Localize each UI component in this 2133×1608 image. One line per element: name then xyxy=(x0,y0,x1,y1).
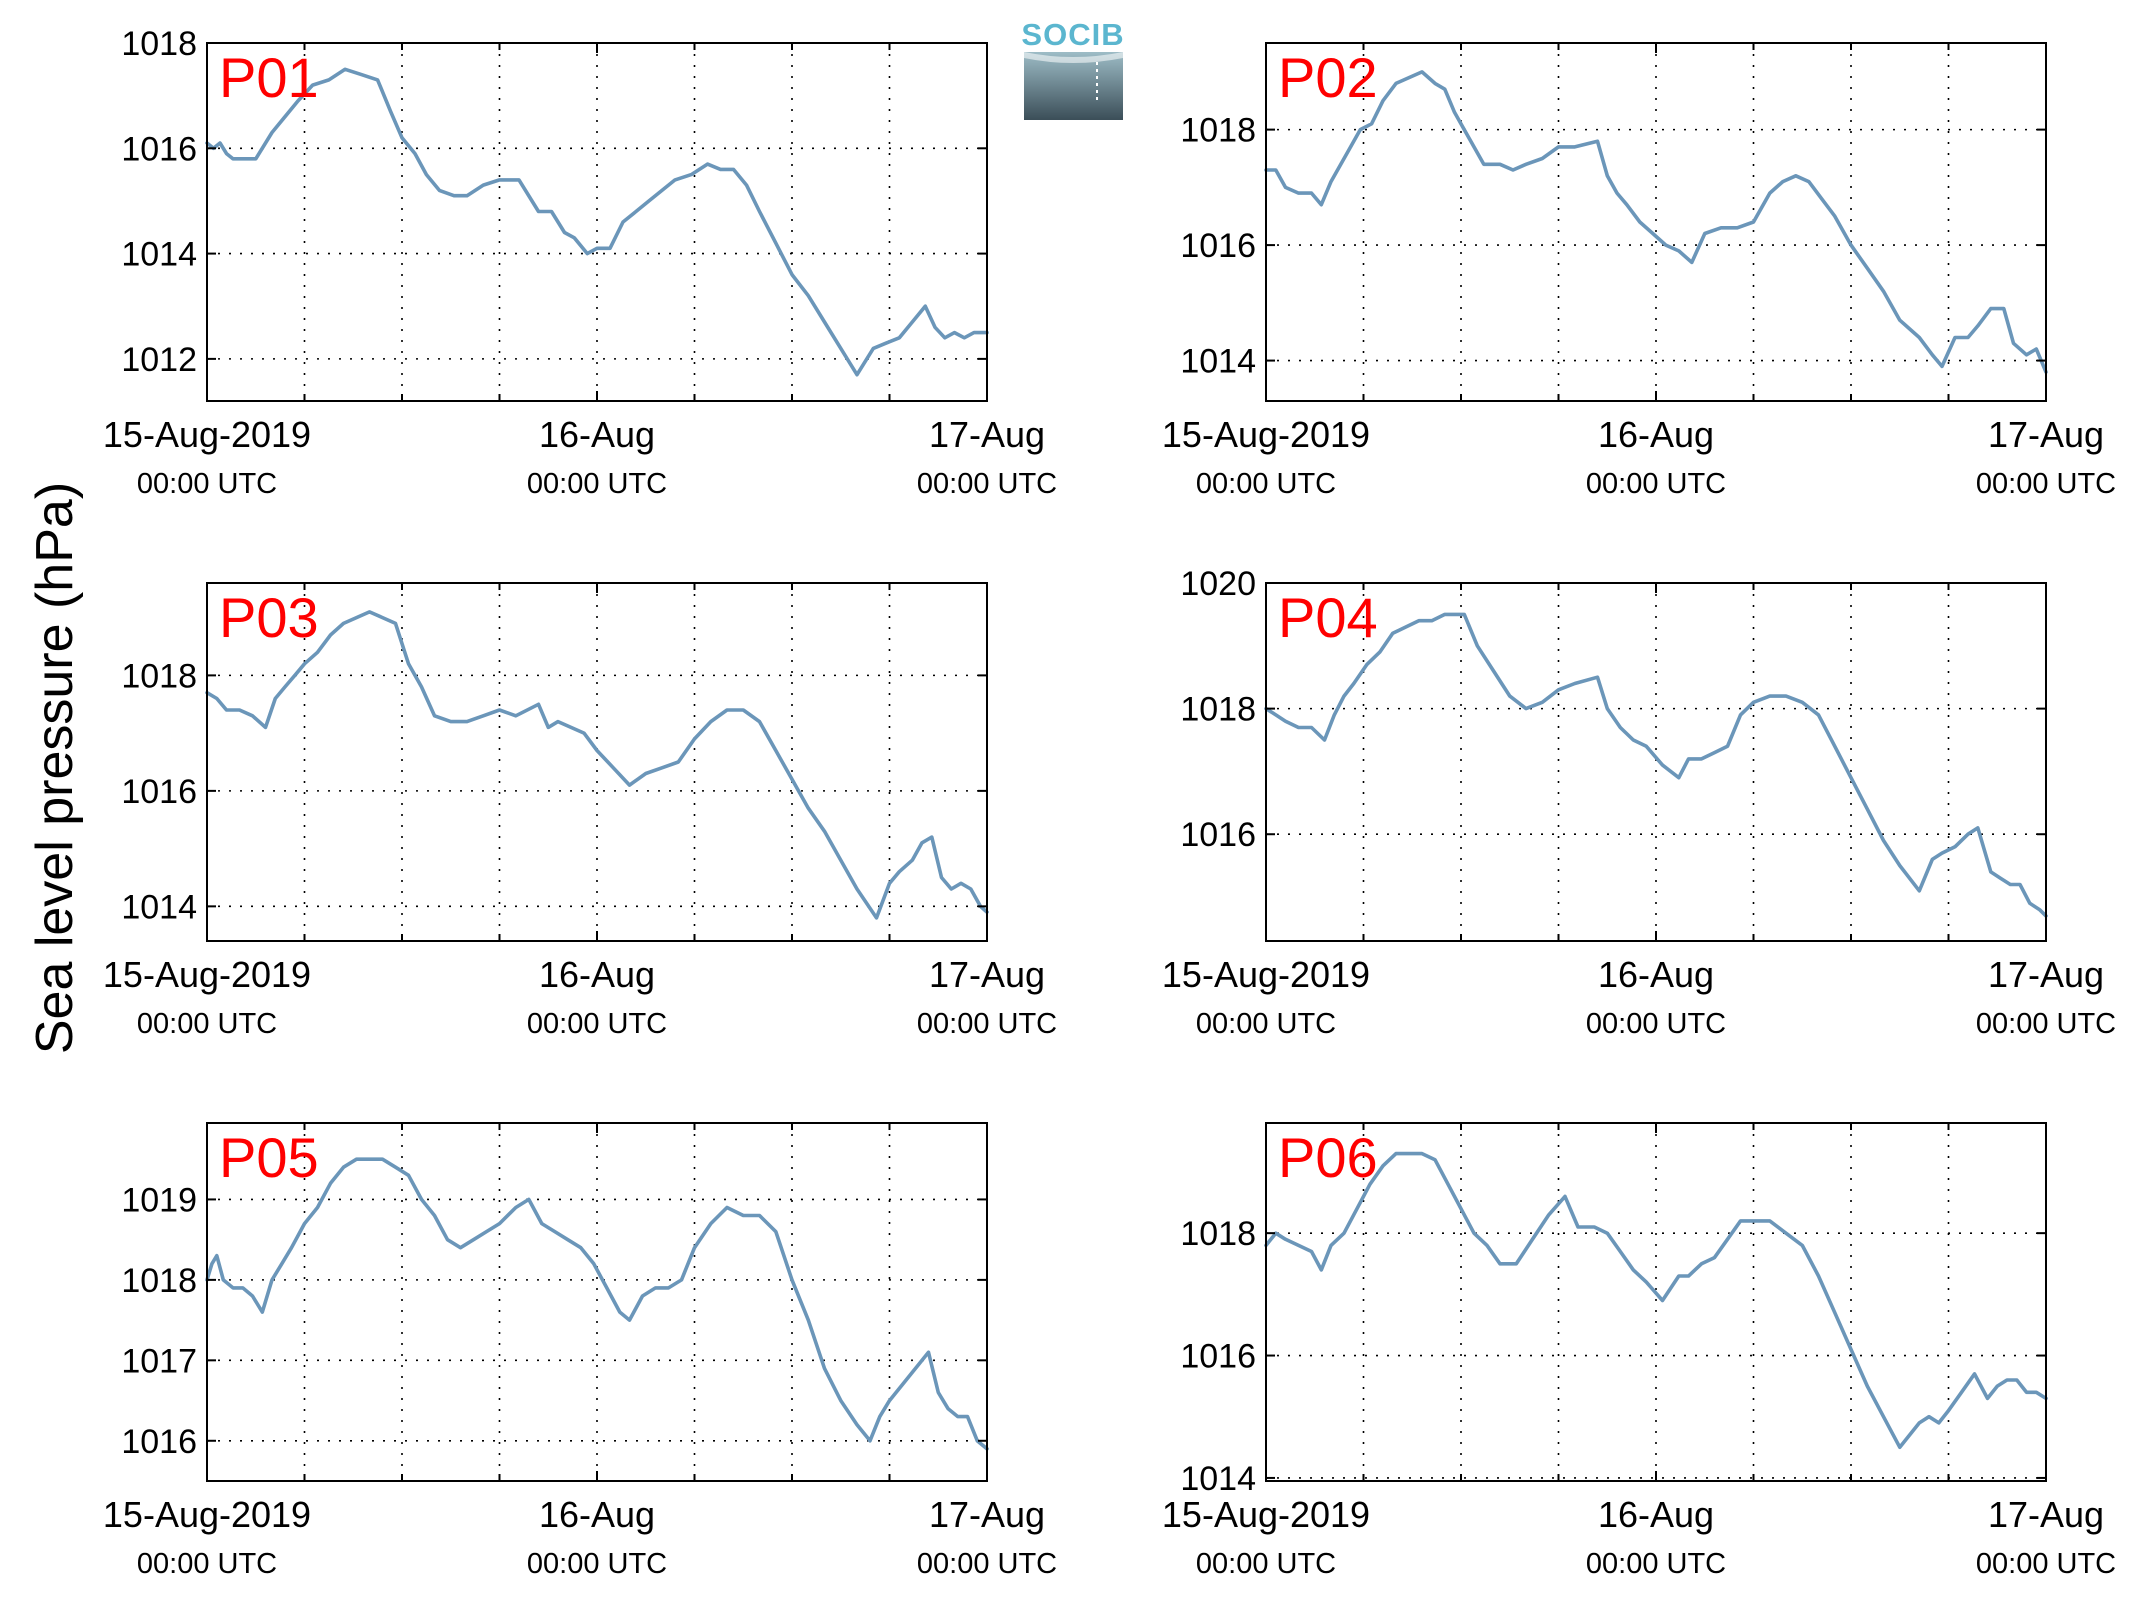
series-line xyxy=(1264,1151,2048,1450)
logo-text: SOCIB xyxy=(1021,17,1124,52)
panel-label: P06 xyxy=(1278,1126,1378,1189)
panels-container: 1012 1014 1016 1018 15-Aug-2019 00:00 UTC 16-A… xyxy=(103,25,2116,1580)
x-tick-label-date: 16-Aug xyxy=(1598,954,1714,995)
x-tick-label-time: 00:00 UTC xyxy=(1976,1008,2116,1040)
y-tick-label: 1020 xyxy=(1180,565,1256,603)
x-tick-label-time: 00:00 UTC xyxy=(1586,1548,1726,1580)
y-tick-label: 1018 xyxy=(1180,691,1256,729)
y-tick-label: 1016 xyxy=(121,773,197,811)
x-tick-label-time: 00:00 UTC xyxy=(1586,468,1726,500)
y-tick-label: 1018 xyxy=(121,1262,197,1300)
x-tick-label-time: 00:00 UTC xyxy=(1586,1008,1726,1040)
x-tick-label-date: 17-Aug xyxy=(929,414,1045,455)
panel-label: P03 xyxy=(219,586,319,649)
y-tick-label: 1017 xyxy=(121,1342,197,1380)
logo-mark xyxy=(1024,52,1123,120)
x-tick-label-time: 00:00 UTC xyxy=(1196,1548,1336,1580)
y-tick-label: 1019 xyxy=(121,1181,197,1219)
panel-p05: 1016 1017 1018 1019 15-Aug-2019 00:00 UTC 16-A… xyxy=(103,1122,1057,1580)
y-tick-label: 1016 xyxy=(1180,1338,1256,1376)
panel-p06: 1014 1016 1018 15-Aug-2019 00:00 UTC 16-Aug 00… xyxy=(1162,1122,2116,1580)
x-tick-label-time: 00:00 UTC xyxy=(917,468,1057,500)
logo-wave xyxy=(1024,52,1123,63)
socib-logo: SOCIB xyxy=(1021,17,1124,120)
y-tick-label: 1016 xyxy=(1180,816,1256,854)
x-tick-label-time: 00:00 UTC xyxy=(917,1548,1057,1580)
x-tick-label-date: 16-Aug xyxy=(1598,1494,1714,1535)
x-tick-label-date: 17-Aug xyxy=(929,954,1045,995)
y-tick-label: 1018 xyxy=(121,657,197,695)
x-tick-label-date: 17-Aug xyxy=(929,1494,1045,1535)
panel-p04: 1016 1018 1020 15-Aug-2019 00:00 UTC 16-Aug 00… xyxy=(1162,565,2116,1040)
x-tick-label-time: 00:00 UTC xyxy=(1976,1548,2116,1580)
y-tick-label: 1016 xyxy=(121,1423,197,1461)
x-tick-label-date: 17-Aug xyxy=(1988,954,2104,995)
y-axis-title: Sea level pressure (hPa) xyxy=(26,482,84,1054)
x-tick-label-time: 00:00 UTC xyxy=(1976,468,2116,500)
y-tick-label: 1014 xyxy=(121,888,197,926)
x-tick-label-time: 00:00 UTC xyxy=(527,1008,667,1040)
x-tick-label-date: 17-Aug xyxy=(1988,414,2104,455)
x-tick-label-date: 15-Aug-2019 xyxy=(103,414,311,455)
series-line xyxy=(205,1157,989,1451)
x-tick-label-date: 15-Aug-2019 xyxy=(103,1494,311,1535)
x-tick-label-date: 15-Aug-2019 xyxy=(1162,414,1370,455)
y-tick-label: 1014 xyxy=(121,236,197,274)
y-tick-label: 1018 xyxy=(1180,112,1256,150)
y-tick-label: 1012 xyxy=(121,341,197,379)
x-tick-label-time: 00:00 UTC xyxy=(137,468,277,500)
x-tick-label-date: 15-Aug-2019 xyxy=(103,954,311,995)
x-tick-label-date: 17-Aug xyxy=(1988,1494,2104,1535)
series-line xyxy=(1264,612,2048,918)
series-line xyxy=(205,610,989,920)
x-tick-label-date: 16-Aug xyxy=(1598,414,1714,455)
x-tick-label-time: 00:00 UTC xyxy=(137,1008,277,1040)
series-line xyxy=(205,67,989,377)
panel-label: P05 xyxy=(219,1126,319,1189)
x-tick-label-date: 16-Aug xyxy=(539,414,655,455)
series-line xyxy=(1264,70,2048,374)
y-tick-label: 1018 xyxy=(1180,1215,1256,1253)
x-tick-label-time: 00:00 UTC xyxy=(137,1548,277,1580)
x-tick-label-date: 16-Aug xyxy=(539,954,655,995)
y-tick-label: 1014 xyxy=(1180,1460,1256,1498)
panel-label: P04 xyxy=(1278,586,1378,649)
y-tick-label: 1018 xyxy=(121,25,197,63)
x-tick-label-time: 00:00 UTC xyxy=(527,1548,667,1580)
y-tick-label: 1016 xyxy=(121,130,197,168)
panel-p03: 1014 1016 1018 15-Aug-2019 00:00 UTC 16-Aug 00… xyxy=(103,582,1057,1040)
x-tick-label-time: 00:00 UTC xyxy=(527,468,667,500)
x-tick-label-time: 00:00 UTC xyxy=(1196,1008,1336,1040)
y-tick-label: 1016 xyxy=(1180,227,1256,265)
x-tick-label-time: 00:00 UTC xyxy=(1196,468,1336,500)
panel-p01: 1012 1014 1016 1018 15-Aug-2019 00:00 UTC 16-A… xyxy=(103,25,1057,500)
y-tick-label: 1014 xyxy=(1180,343,1256,381)
x-tick-label-date: 15-Aug-2019 xyxy=(1162,954,1370,995)
x-tick-label-date: 16-Aug xyxy=(539,1494,655,1535)
panel-label: P01 xyxy=(219,46,319,109)
x-tick-label-date: 15-Aug-2019 xyxy=(1162,1494,1370,1535)
panel-p02: 1014 1016 1018 15-Aug-2019 00:00 UTC 16-Aug 00… xyxy=(1162,42,2116,500)
x-tick-label-time: 00:00 UTC xyxy=(917,1008,1057,1040)
panel-label: P02 xyxy=(1278,46,1378,109)
